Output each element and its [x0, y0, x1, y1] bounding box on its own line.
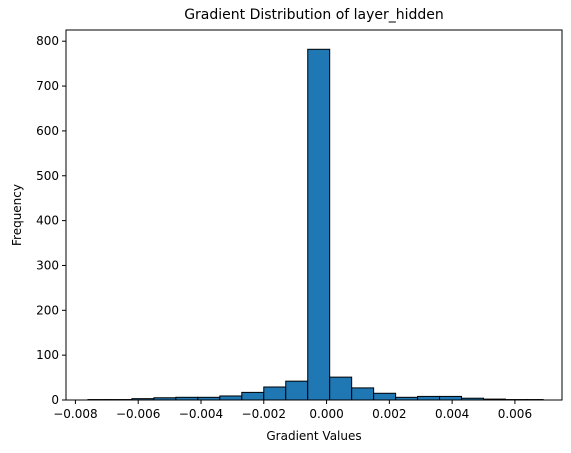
- y-tick-label: 800: [36, 34, 59, 48]
- chart-title: Gradient Distribution of layer_hidden: [184, 7, 444, 23]
- x-tick-label: 0.006: [498, 407, 532, 421]
- plot-frame: [65, 29, 563, 401]
- y-axis-ticks: 0 100 200 300 400 500 600 700 800: [36, 34, 66, 407]
- y-tick-label: 500: [36, 169, 59, 183]
- histogram-bar: [351, 387, 375, 401]
- y-tick-label: 200: [36, 303, 59, 317]
- histogram-bar: [241, 391, 265, 401]
- histogram-bar: [263, 386, 287, 401]
- y-tick-label: 100: [36, 348, 59, 362]
- x-tick-label: 0.002: [372, 407, 406, 421]
- y-tick-label: 700: [36, 79, 59, 93]
- x-tick-label: −0.002: [242, 407, 286, 421]
- y-tick-label: 0: [51, 393, 59, 407]
- y-axis-label: Frequency: [10, 184, 24, 246]
- histogram-bars: [87, 48, 544, 401]
- histogram-bar: [307, 48, 331, 401]
- y-tick-label: 600: [36, 124, 59, 138]
- histogram-bar: [285, 380, 309, 401]
- x-axis-ticks: −0.008 −0.006 −0.004 −0.002 0.000 0.002 0.004 0…: [53, 400, 532, 421]
- x-tick-label: 0.000: [309, 407, 343, 421]
- x-tick-label: −0.004: [179, 407, 223, 421]
- histogram-bar: [329, 376, 353, 401]
- y-tick-label: 300: [36, 258, 59, 272]
- x-tick-label: 0.004: [435, 407, 469, 421]
- histogram-bar: [219, 395, 243, 401]
- y-tick-label: 400: [36, 214, 59, 228]
- histogram-bar: [373, 392, 397, 401]
- x-tick-label: −0.008: [53, 407, 97, 421]
- x-axis-label: Gradient Values: [266, 429, 361, 443]
- histogram-bar: [417, 395, 441, 401]
- x-tick-label: −0.006: [116, 407, 160, 421]
- histogram-bar: [439, 395, 463, 401]
